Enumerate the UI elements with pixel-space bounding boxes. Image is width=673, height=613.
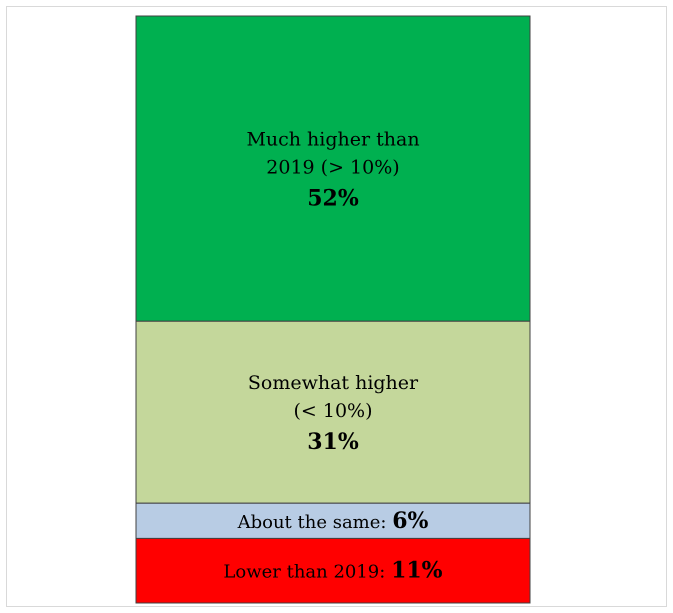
segment-value-label-3: 11% (391, 558, 443, 584)
bar-segment-1 (135, 320, 531, 504)
segment-value-label-0: 52% (307, 186, 359, 212)
segment-value-label-1: 31% (307, 429, 359, 455)
segment-category-0-line-0: Much higher than (246, 129, 419, 151)
bar-segment-3 (135, 537, 531, 604)
segment-label-2: About the same: 6% (237, 508, 429, 534)
segment-category-1-line-0: Somewhat higher (248, 372, 419, 394)
bar-segment-2 (135, 502, 531, 539)
segment-category-2: About the same: (237, 512, 393, 533)
segment-label-3: Lower than 2019: 11% (223, 558, 442, 584)
bar-segment-0 (135, 15, 531, 322)
segment-category-0-line-1: 2019 (> 10%) (266, 157, 399, 179)
segment-value-label-2: 6% (392, 508, 428, 534)
segment-category-3: Lower than 2019: (223, 562, 391, 583)
segment-category-1-line-1: (< 10%) (293, 400, 372, 422)
